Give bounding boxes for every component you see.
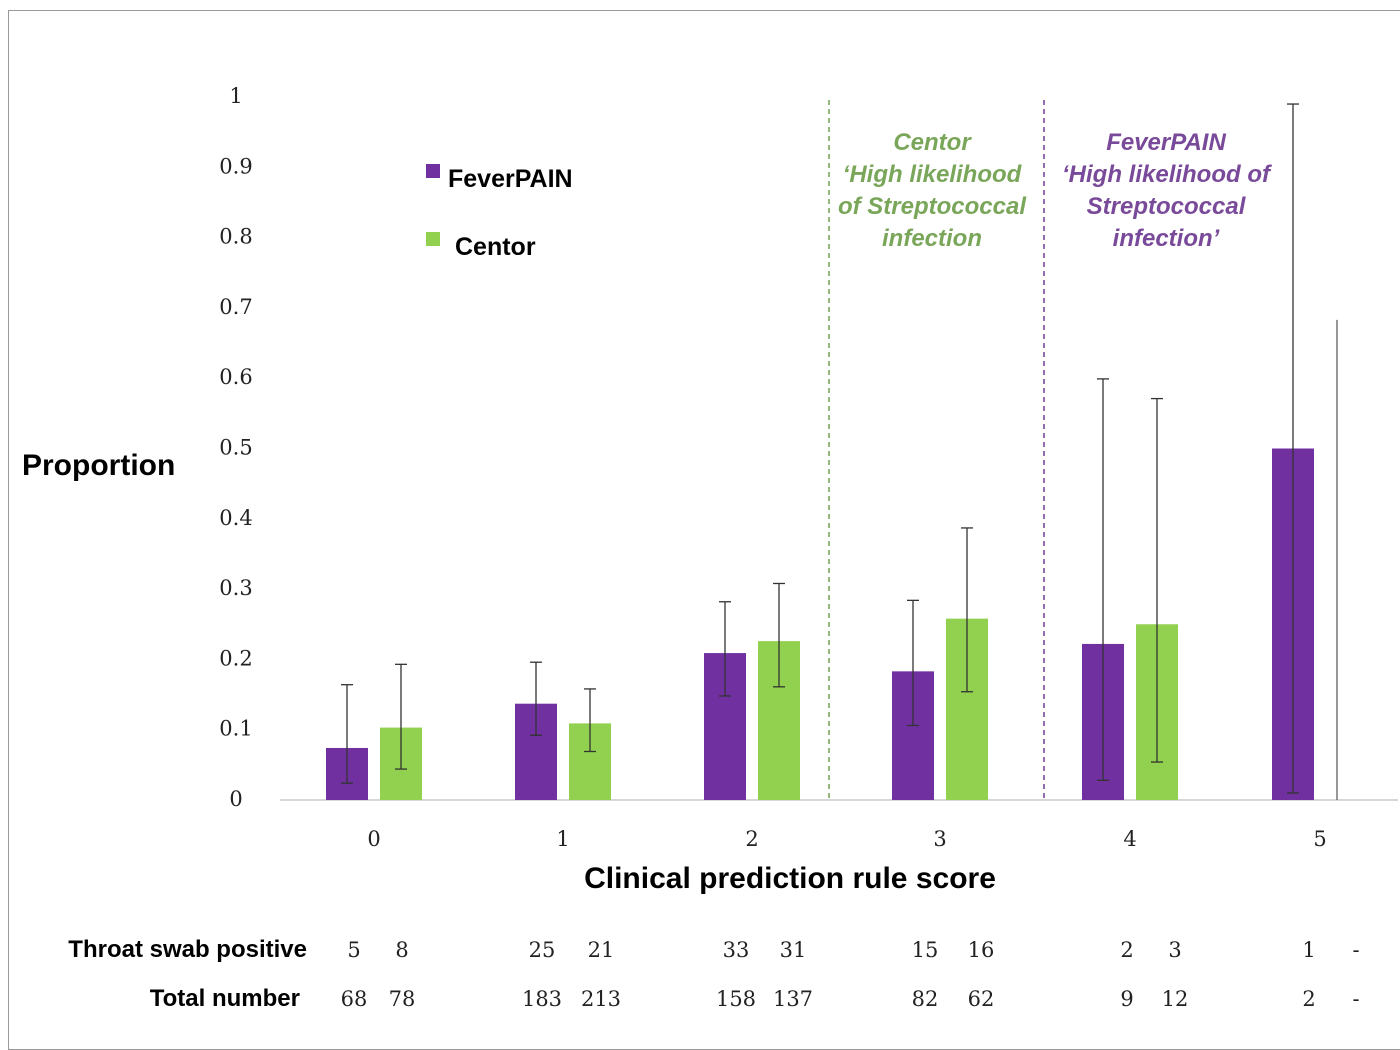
table-cell: 1 [1302,938,1315,962]
threshold-label: of Streptococcal [838,193,1027,220]
table-row-label: Throat swab positive [68,936,307,963]
table-row-label: Total number [150,985,300,1012]
table-cell: 82 [912,987,939,1011]
table-cell: 15 [912,938,939,962]
table-cell: 68 [341,987,368,1011]
y-tick-label: 0.3 [219,576,252,600]
y-tick-label: 0.2 [219,646,252,670]
threshold-label: infection [882,225,982,252]
table-cell: 137 [773,987,813,1011]
table-cell: 9 [1120,987,1133,1011]
table-cell: 183 [522,987,562,1011]
table-cell: 158 [716,987,756,1011]
y-axis-title: Proportion [22,449,175,482]
legend-label: FeverPAIN [448,165,573,193]
table-cell: 21 [588,938,615,962]
table-cell: 62 [968,987,995,1011]
threshold-label: FeverPAIN [1106,129,1226,156]
x-tick-label: 3 [933,827,946,851]
threshold-label: Streptococcal [1087,193,1247,220]
y-tick-label: 0.4 [219,506,252,530]
table-cell: 2 [1302,987,1315,1011]
table-cell: 12 [1162,987,1189,1011]
x-tick-label: 1 [556,827,569,851]
table-cell: 31 [780,938,807,962]
threshold-label: ‘High likelihood [843,161,1023,188]
x-tick-label: 4 [1123,827,1136,851]
x-axis-title: Clinical prediction rule score [584,862,996,895]
y-tick-label: 0.6 [219,365,252,389]
legend-swatch [426,164,440,178]
table-cell: 213 [581,987,621,1011]
y-tick-label: 0 [229,787,242,811]
legend-label: Centor [455,233,536,261]
y-tick-label: 0.7 [219,295,252,319]
threshold-label: ‘High likelihood of [1062,161,1272,188]
y-tick-label: 1 [229,84,242,108]
table-cell: 25 [529,938,556,962]
threshold-label: infection’ [1113,225,1220,252]
table-cell: 8 [395,938,408,962]
y-tick-label: 0.5 [219,436,252,460]
table-cell: - [1352,987,1359,1011]
x-tick-label: 5 [1313,827,1326,851]
table-cell: - [1352,938,1359,962]
threshold-label: Centor [893,129,972,156]
table-cell: 33 [723,938,750,962]
x-tick-label: 0 [367,827,380,851]
table-cell: 2 [1120,938,1133,962]
y-tick-label: 0.1 [219,717,252,741]
table-cell: 78 [389,987,416,1011]
legend-swatch [426,232,440,246]
x-tick-label: 2 [745,827,758,851]
y-tick-label: 0.9 [219,154,252,178]
table-cell: 5 [347,938,360,962]
table-cell: 3 [1168,938,1181,962]
y-tick-label: 0.8 [219,225,252,249]
table-cell: 16 [968,938,995,962]
